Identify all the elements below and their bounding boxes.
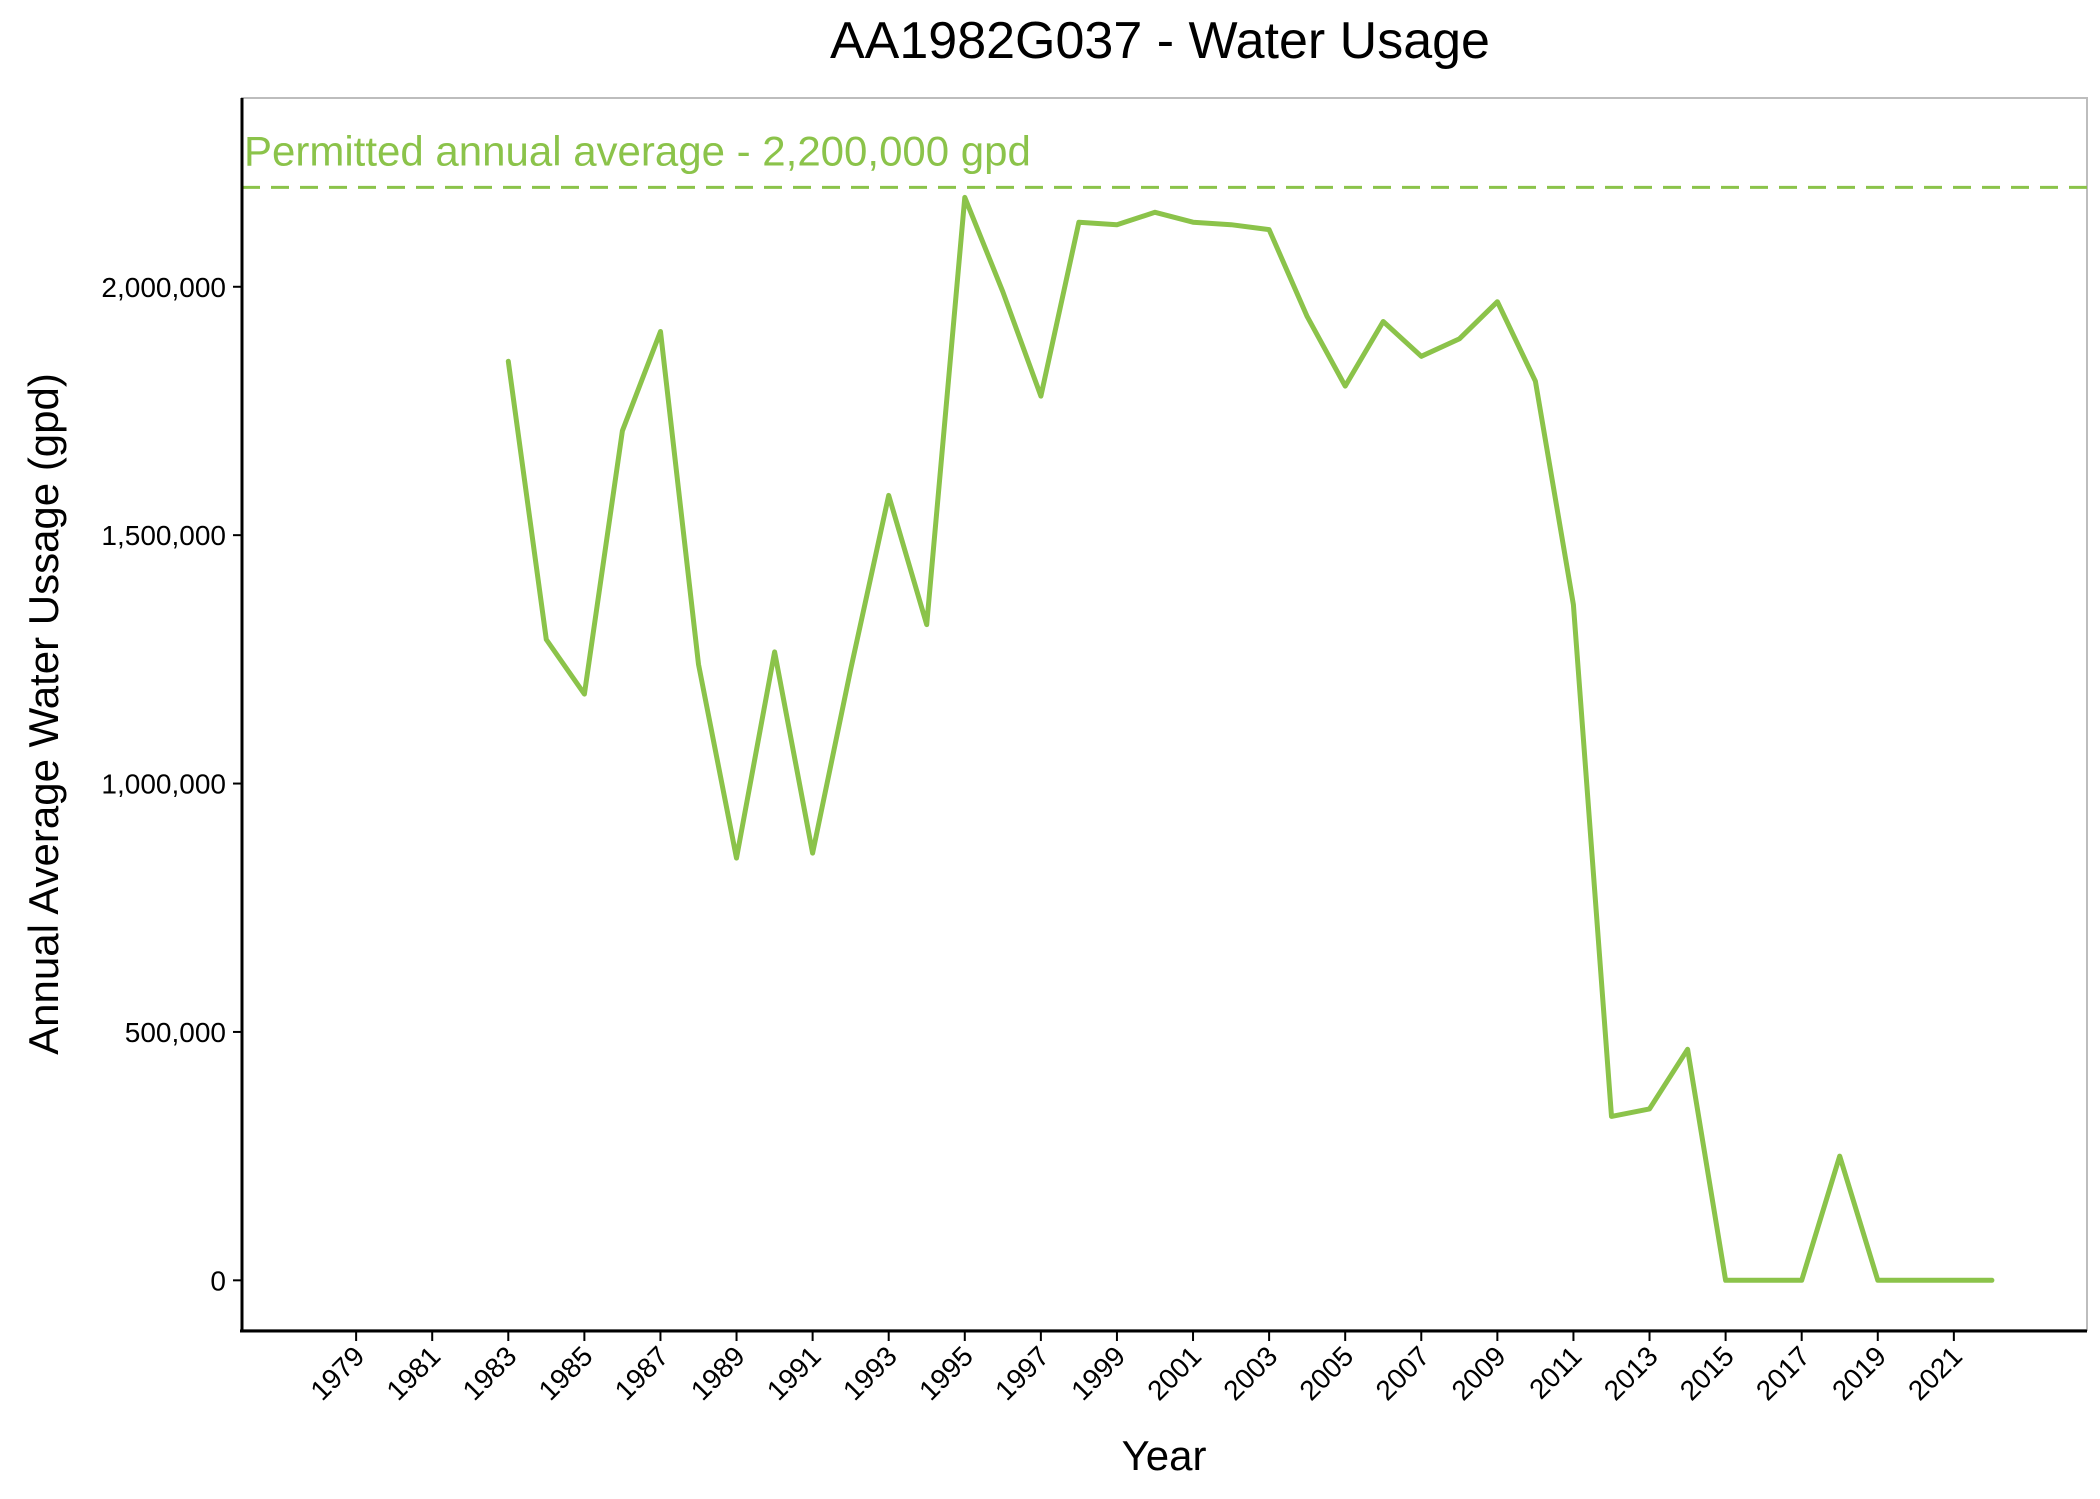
x-tick-label: 1985 (533, 1340, 599, 1406)
x-tick-label: 1997 (989, 1340, 1055, 1406)
reference-line-label: Permitted annual average - 2,200,000 gpd (244, 127, 1031, 174)
x-tick-label: 1989 (685, 1340, 751, 1406)
x-tick-label: 1995 (913, 1340, 979, 1406)
x-tick-label: 1991 (761, 1340, 827, 1406)
y-tick-label: 500,000 (125, 1017, 226, 1048)
x-tick-label: 2015 (1674, 1340, 1740, 1406)
x-tick-label: 1979 (304, 1340, 370, 1406)
reference-layer: Permitted annual average - 2,200,000 gpd (242, 127, 2087, 189)
x-tick-label: 2017 (1750, 1340, 1816, 1406)
x-tick-label: 1987 (609, 1340, 675, 1406)
x-tick-label: 2019 (1826, 1340, 1892, 1406)
plot-area (241, 97, 2088, 1331)
x-axis-title: Year (1122, 1432, 1207, 1479)
y-tick-label: 0 (210, 1265, 226, 1296)
x-axis-ticks: 1979 1981 1983 1985 1987 1989 1991 1993 1995 1997… (304, 1331, 1968, 1406)
y-tick-label: 1,500,000 (101, 520, 226, 551)
x-tick-label: 2003 (1217, 1340, 1283, 1406)
y-axis-ticks: 0 500,000 1,000,000 1,500,000 2,000,000 (101, 272, 242, 1296)
x-tick-label: 1993 (837, 1340, 903, 1406)
x-tick-label: 2009 (1446, 1340, 1512, 1406)
x-tick-label: 2007 (1370, 1340, 1436, 1406)
x-tick-label: 2021 (1902, 1340, 1968, 1406)
x-tick-label: 1981 (380, 1340, 446, 1406)
x-tick-label: 2001 (1141, 1340, 1207, 1406)
y-tick-label: 2,000,000 (101, 272, 226, 303)
x-tick-label: 1983 (457, 1340, 523, 1406)
series-line (505, 194, 1995, 1283)
y-tick-label: 1,000,000 (101, 769, 226, 800)
x-tick-label: 2005 (1293, 1340, 1359, 1406)
series-layer (505, 194, 1995, 1283)
x-tick-label: 1999 (1065, 1340, 1131, 1406)
x-tick-label: 2011 (1523, 1340, 1588, 1405)
y-axis-title: Annual Average Water Ussage (gpd) (20, 373, 67, 1055)
chart-title: AA1982G037 - Water Usage (830, 12, 1490, 70)
x-tick-label: 2013 (1598, 1340, 1664, 1406)
